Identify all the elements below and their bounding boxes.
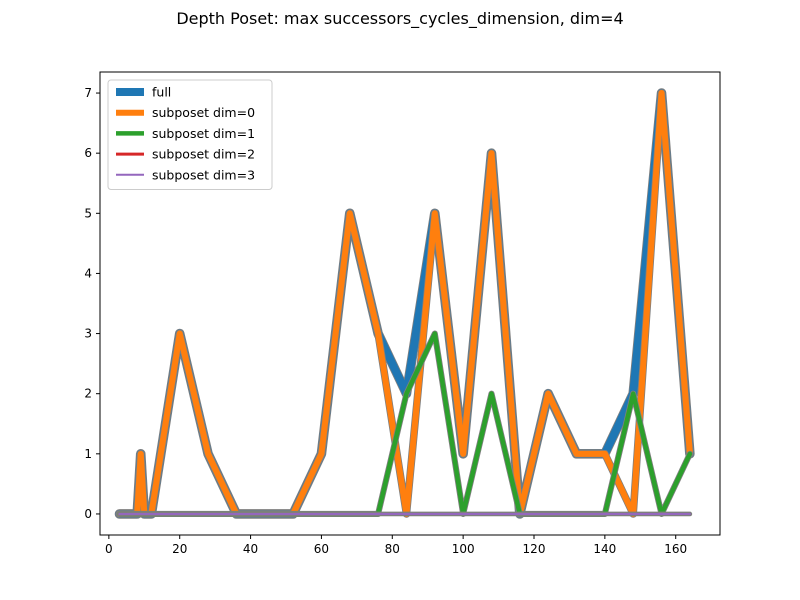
- x-tick-label: 60: [314, 542, 329, 556]
- y-tick-label: 5: [84, 206, 92, 220]
- series-layer: [114, 88, 695, 519]
- legend: full subposet dim=0 subposet dim=1 subposet…: [107, 79, 273, 190]
- legend-label: subposet dim=1: [152, 126, 255, 141]
- x-tick-label: 100: [452, 542, 475, 556]
- legend-label: full: [152, 85, 171, 100]
- legend-label: subposet dim=3: [152, 167, 255, 182]
- x-tick-label: 20: [172, 542, 187, 556]
- x-tick-label: 80: [385, 542, 400, 556]
- x-tick-label: 120: [523, 542, 546, 556]
- y-tick-label: 4: [84, 266, 92, 280]
- legend-label: subposet dim=2: [152, 147, 255, 162]
- x-tick-label: 0: [105, 542, 113, 556]
- x-tick-label: 40: [243, 542, 258, 556]
- legend-box: [107, 79, 273, 190]
- y-tick-label: 3: [84, 327, 92, 341]
- legend-label: subposet dim=0: [152, 105, 255, 120]
- y-tick-label: 1: [84, 447, 92, 461]
- y-axis: 0 1 2 3 4 5 6 7: [84, 86, 100, 521]
- chart-title: Depth Poset: max successors_cycles_dimen…: [176, 9, 624, 28]
- y-tick-label: 2: [84, 387, 92, 401]
- x-tick-label: 140: [593, 542, 616, 556]
- y-tick-label: 6: [84, 146, 92, 160]
- x-tick-label: 160: [664, 542, 687, 556]
- y-tick-label: 0: [84, 507, 92, 521]
- x-axis: 0 20 40 60 80 100 120 140 160: [105, 535, 687, 556]
- axes-frame: [99, 71, 721, 536]
- y-tick-label: 7: [84, 86, 92, 100]
